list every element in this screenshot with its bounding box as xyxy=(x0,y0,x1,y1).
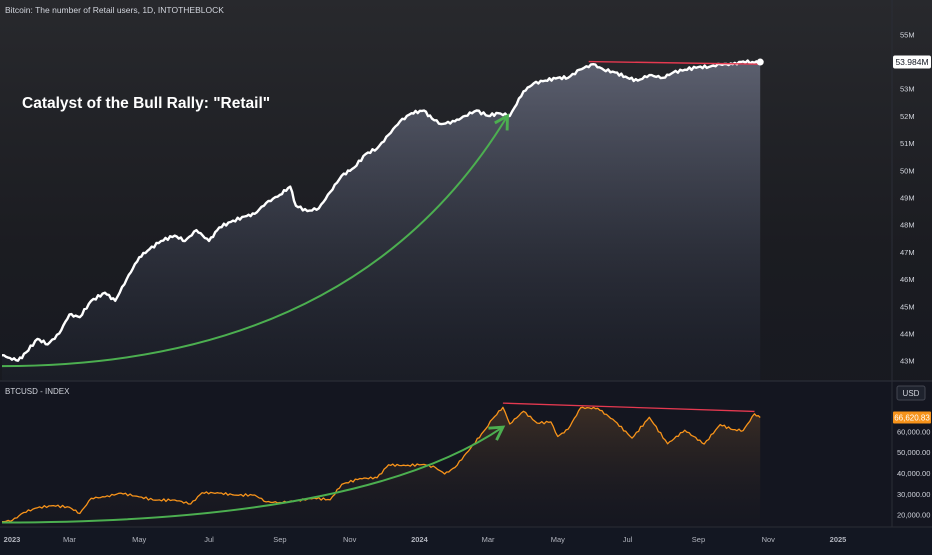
btc-last-value-badge xyxy=(893,411,931,424)
btc-y-tick: 40,000.00 xyxy=(897,469,930,478)
retail-users-area xyxy=(2,60,761,380)
retail-pane-title: Bitcoin: The number of Retail users, 1D,… xyxy=(5,5,224,15)
btc-y-tick: 60,000.00 xyxy=(897,427,930,436)
currency-button[interactable]: USD xyxy=(903,389,920,398)
time-axis: 2023 Mar May Jul Sep Nov 2024 Mar May Jul Sep Nov 20… xyxy=(4,535,847,544)
btc-y-tick: 20,000.00 xyxy=(897,511,930,520)
time-axis-tick: Jul xyxy=(204,535,214,544)
btc-last-value-label: 66,620.83 xyxy=(894,413,930,422)
retail-users-line xyxy=(1,59,761,362)
retail-y-tick: 47M xyxy=(900,248,915,257)
time-axis-tick: Sep xyxy=(273,535,286,544)
time-axis-tick: 2024 xyxy=(411,535,429,544)
retail-y-tick: 55M xyxy=(900,30,915,39)
btc-price-line xyxy=(2,406,761,523)
btc-y-tick: 50,000.00 xyxy=(897,448,930,457)
btc-price-area xyxy=(2,407,761,527)
retail-y-tick: 52M xyxy=(900,112,915,121)
retail-y-tick: 48M xyxy=(900,221,915,230)
time-axis-tick: Jul xyxy=(623,535,633,544)
time-axis-tick: 2025 xyxy=(830,535,847,544)
retail-divergence-line xyxy=(588,60,760,65)
retail-y-tick: 50M xyxy=(900,166,915,175)
retail-users-pane: 43M 44M 45M 46M 47M 48M 49M 50M 51M 52M 53M 55M 53.… xyxy=(1,30,931,380)
retail-y-tick: 45M xyxy=(900,302,915,311)
time-axis-tick: May xyxy=(132,535,146,544)
time-axis-tick: 2023 xyxy=(4,535,21,544)
btc-y-tick: 30,000.00 xyxy=(897,490,930,499)
retail-trend-arrow xyxy=(1,113,510,368)
chart-annotation: Catalyst of the Bull Rally: "Retail" xyxy=(22,95,270,112)
retail-y-tick: 53M xyxy=(900,85,915,94)
retail-last-value-label: 53.984M xyxy=(895,57,928,67)
retail-y-tick: 49M xyxy=(900,194,915,203)
btc-pane-title: BTCUSD - INDEX xyxy=(5,387,70,396)
retail-y-tick: 46M xyxy=(900,275,915,284)
time-axis-tick: Nov xyxy=(762,535,776,544)
btc-y-axis: 20,000.00 30,000.00 40,000.00 50,000.00 60,0… xyxy=(897,427,930,519)
time-scale-background xyxy=(0,528,932,550)
retail-last-value-badge xyxy=(893,55,931,69)
btc-price-pane: 20,000.00 30,000.00 40,000.00 50,000.00 60,0… xyxy=(1,402,931,527)
retail-y-tick: 44M xyxy=(900,329,915,338)
time-axis-tick: May xyxy=(551,535,565,544)
currency-button-frame[interactable] xyxy=(896,385,926,401)
time-axis-tick: Sep xyxy=(692,535,705,544)
time-axis-tick: Mar xyxy=(482,535,495,544)
retail-y-tick: 43M xyxy=(900,357,915,366)
retail-y-tick: 51M xyxy=(900,139,915,148)
btc-trend-arrow xyxy=(1,425,506,524)
time-axis-tick: Mar xyxy=(63,535,76,544)
time-axis-tick: Nov xyxy=(343,535,357,544)
retail-y-axis: 43M 44M 45M 46M 47M 48M 49M 50M 51M 52M 53M 55M xyxy=(900,30,915,365)
btc-divergence-line xyxy=(502,402,755,413)
retail-last-point xyxy=(756,58,764,66)
